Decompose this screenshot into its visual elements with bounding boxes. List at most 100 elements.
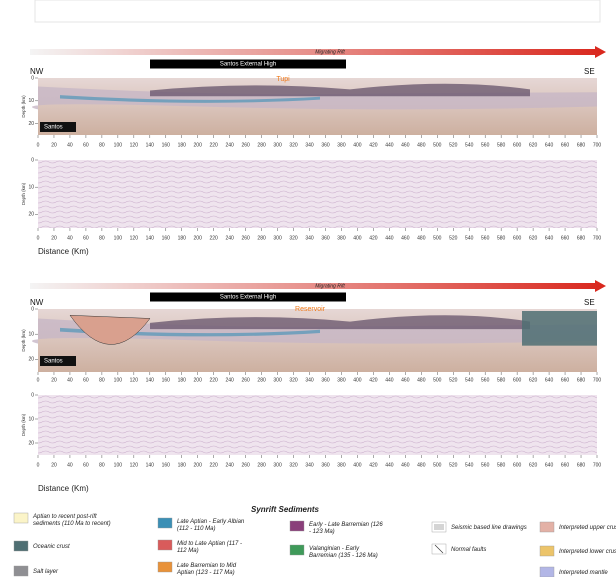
x-tick-label: 620 bbox=[529, 377, 538, 383]
y-axis-label: Depth (km) bbox=[21, 413, 26, 436]
x-tick-label: 120 bbox=[130, 142, 139, 148]
x-tick-label: 60 bbox=[83, 142, 89, 148]
inset-label: Santos bbox=[44, 359, 63, 365]
y-axis-label: Depth (km) bbox=[21, 95, 26, 118]
legend-line: Normal faults bbox=[451, 547, 486, 553]
legend-swatch bbox=[14, 513, 28, 523]
x-tick-label: 260 bbox=[241, 462, 250, 468]
legend-label: Salt layer bbox=[33, 569, 59, 575]
x-tick-label: 400 bbox=[353, 235, 362, 241]
x-tick-label: 120 bbox=[130, 377, 139, 383]
x-tick-label: 680 bbox=[577, 377, 586, 383]
x-tick-label: 60 bbox=[83, 377, 89, 383]
x-tick-label: 400 bbox=[353, 377, 362, 383]
y-tick-label: 20 bbox=[28, 121, 34, 127]
legend-line: (112 - 110 Ma) bbox=[177, 526, 215, 532]
legend-line: - 123 Ma) bbox=[309, 529, 335, 535]
legend-swatch bbox=[290, 521, 304, 531]
x-tick-label: 540 bbox=[465, 142, 474, 148]
arrow-label: Migrating Rift bbox=[315, 283, 345, 289]
x-tick-label: 580 bbox=[497, 377, 506, 383]
x-tick-label: 300 bbox=[273, 235, 282, 241]
x-tick-label: 200 bbox=[194, 235, 203, 241]
legend-swatch bbox=[540, 567, 554, 577]
x-tick-label: 80 bbox=[99, 462, 105, 468]
x-tick-label: 600 bbox=[513, 235, 522, 241]
x-tick-label: 580 bbox=[497, 462, 506, 468]
x-tick-label: 280 bbox=[257, 377, 266, 383]
x-tick-label: 560 bbox=[481, 142, 490, 148]
x-tick-label: 20 bbox=[51, 377, 57, 383]
inset-label: Santos bbox=[44, 125, 63, 131]
x-tick-label: 280 bbox=[257, 462, 266, 468]
x-tick-label: 460 bbox=[401, 235, 410, 241]
bar-label: Santos External High bbox=[220, 62, 276, 68]
x-tick-label: 140 bbox=[146, 142, 155, 148]
x-tick-label: 600 bbox=[513, 377, 522, 383]
legend-line: Late Barremian to Mid bbox=[177, 563, 237, 569]
x-tick-label: 560 bbox=[481, 462, 490, 468]
se-label: SE bbox=[584, 298, 595, 307]
legend-label: Late Barremian to MidAptian (123 - 117 M… bbox=[176, 563, 237, 576]
bar-label: Santos External High bbox=[220, 295, 276, 301]
frame bbox=[35, 0, 600, 22]
x-tick-label: 20 bbox=[51, 142, 57, 148]
x-tick-label: 420 bbox=[369, 377, 378, 383]
x-tick-label: 360 bbox=[321, 377, 330, 383]
x-tick-label: 420 bbox=[369, 142, 378, 148]
x-tick-label: 460 bbox=[401, 377, 410, 383]
y-axis-label: Depth (km) bbox=[21, 182, 26, 205]
x-tick-label: 340 bbox=[305, 235, 314, 241]
x-tick-label: 540 bbox=[465, 377, 474, 383]
legend-line: Early - Late Barremian (126 bbox=[309, 522, 383, 528]
x-tick-label: 300 bbox=[273, 377, 282, 383]
x-tick-label: 80 bbox=[99, 377, 105, 383]
x-tick-label: 60 bbox=[83, 462, 89, 468]
x-tick-label: 340 bbox=[305, 462, 314, 468]
x-tick-label: 520 bbox=[449, 462, 458, 468]
legend-line: sediments (110 Ma to recent) bbox=[33, 521, 111, 527]
oceanic-crust bbox=[522, 311, 597, 346]
x-tick-label: 520 bbox=[449, 235, 458, 241]
x-tick-label: 380 bbox=[337, 377, 346, 383]
legend-label: Normal faults bbox=[451, 547, 486, 553]
x-tick-label: 80 bbox=[99, 235, 105, 241]
section bbox=[38, 395, 597, 455]
x-tick-label: 240 bbox=[225, 377, 234, 383]
x-tick-label: 560 bbox=[481, 377, 490, 383]
legend-line: Valanginian - Early bbox=[309, 546, 360, 552]
x-tick-label: 380 bbox=[337, 235, 346, 241]
legend-line: Interpreted upper crust bbox=[559, 525, 616, 531]
x-tick-label: 180 bbox=[178, 462, 187, 468]
legend-line: Aptian (123 - 117 Ma) bbox=[176, 570, 235, 576]
x-tick-label: 0 bbox=[37, 377, 40, 383]
x-tick-label: 40 bbox=[67, 377, 73, 383]
x-tick-label: 120 bbox=[130, 235, 139, 241]
x-tick-label: 240 bbox=[225, 142, 234, 148]
legend-label: Late Aptian - Early Albian(112 - 110 Ma) bbox=[177, 519, 245, 532]
x-tick-label: 700 bbox=[593, 462, 602, 468]
x-tick-label: 480 bbox=[417, 377, 426, 383]
x-tick-label: 160 bbox=[162, 142, 171, 148]
x-tick-label: 40 bbox=[67, 142, 73, 148]
x-tick-label: 340 bbox=[305, 142, 314, 148]
legend-label: Early - Late Barremian (126- 123 Ma) bbox=[309, 522, 383, 535]
y-tick-label: 10 bbox=[28, 416, 34, 422]
x-tick-label: 60 bbox=[83, 235, 89, 241]
x-tick-label: 500 bbox=[433, 235, 442, 241]
x-tick-label: 160 bbox=[162, 377, 171, 383]
x-tick-label: 0 bbox=[37, 462, 40, 468]
x-tick-label: 140 bbox=[146, 462, 155, 468]
legend-label: Interpreted upper crust bbox=[559, 525, 616, 531]
legend-line: Oceanic crust bbox=[33, 544, 70, 550]
x-tick-label: 480 bbox=[417, 235, 426, 241]
x-tick-label: 620 bbox=[529, 462, 538, 468]
x-tick-label: 660 bbox=[561, 377, 570, 383]
x-tick-label: 440 bbox=[385, 142, 394, 148]
x-tick-label: 360 bbox=[321, 462, 330, 468]
x-tick-label: 160 bbox=[162, 462, 171, 468]
annotation: Reservoir bbox=[295, 306, 326, 313]
x-tick-label: 200 bbox=[194, 142, 203, 148]
x-tick-label: 40 bbox=[67, 462, 73, 468]
x-tick-label: 0 bbox=[37, 142, 40, 148]
